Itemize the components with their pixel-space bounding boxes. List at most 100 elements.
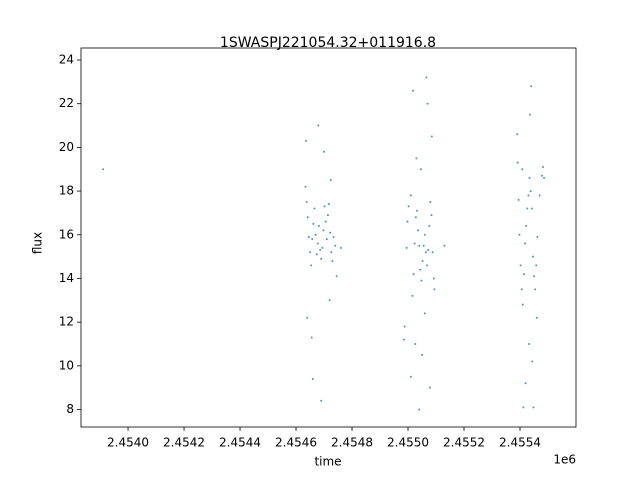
point (531, 255, 534, 258)
point (306, 316, 309, 319)
point (529, 113, 532, 116)
x-tick-label: 2.4542 (163, 436, 205, 450)
point (406, 220, 409, 223)
point (520, 288, 523, 291)
point (412, 89, 415, 92)
point (405, 246, 408, 249)
point (417, 229, 420, 232)
point (332, 235, 335, 238)
point (314, 233, 317, 236)
point (433, 288, 436, 291)
point (407, 205, 410, 208)
point (315, 253, 318, 256)
point (309, 251, 312, 254)
y-tick-label: 8 (66, 402, 74, 416)
x-axis-label: time (314, 455, 341, 469)
point (525, 225, 528, 228)
point (524, 242, 527, 245)
point (320, 257, 323, 260)
point (535, 264, 538, 267)
point (334, 244, 337, 247)
point (536, 235, 539, 238)
point (306, 216, 309, 219)
point (310, 264, 313, 267)
point (443, 244, 446, 247)
plot-frame (80, 47, 577, 428)
point (324, 220, 327, 223)
y-axis-label: flux (31, 232, 45, 254)
point (320, 399, 323, 402)
point (526, 207, 529, 210)
x-tick-label: 2.4540 (107, 436, 149, 450)
point (516, 161, 519, 164)
point (522, 406, 525, 409)
point (322, 229, 325, 232)
point (414, 216, 417, 219)
point (528, 176, 531, 179)
point (522, 273, 525, 276)
point (527, 342, 530, 345)
point (415, 157, 418, 160)
x-tick-label: 2.4546 (275, 436, 317, 450)
point (418, 408, 421, 411)
x-tick-label: 2.4544 (219, 436, 261, 450)
point (432, 277, 435, 280)
y-tick-label: 14 (59, 271, 74, 285)
point (530, 207, 533, 210)
point (317, 124, 320, 127)
point (329, 179, 332, 182)
point (425, 76, 428, 79)
y-tick-label: 12 (59, 315, 74, 329)
point (518, 233, 521, 236)
point (543, 176, 546, 179)
point (411, 294, 414, 297)
point (534, 288, 537, 291)
point (519, 264, 522, 267)
point (535, 316, 538, 319)
y-tick-label: 20 (59, 140, 74, 154)
point (524, 382, 527, 385)
point (402, 338, 405, 341)
point (319, 249, 322, 252)
point (305, 139, 308, 142)
chart-title: 1SWASPJ221054.32+011916.8 (220, 35, 436, 51)
point (323, 150, 326, 153)
point (409, 375, 412, 378)
point (429, 201, 432, 204)
point (531, 360, 534, 363)
point (415, 209, 418, 212)
point (418, 244, 421, 247)
y-tick-label: 24 (59, 53, 74, 67)
point (409, 194, 412, 197)
point (422, 244, 425, 247)
point (305, 201, 308, 204)
x-tick-label: 2.4548 (331, 436, 373, 450)
point (421, 353, 424, 356)
point (423, 312, 426, 315)
point (426, 102, 429, 105)
point (328, 299, 331, 302)
y-tick-label: 18 (59, 184, 74, 198)
point (527, 194, 530, 197)
y-tick-label: 22 (59, 96, 74, 110)
point (421, 259, 424, 262)
point (307, 235, 310, 238)
point (304, 185, 307, 188)
point (413, 242, 416, 245)
point (312, 222, 315, 225)
point (430, 214, 433, 217)
point (316, 242, 319, 245)
point (412, 273, 415, 276)
point (321, 246, 324, 249)
point (426, 264, 429, 267)
x-tick-label: 2.4552 (443, 436, 485, 450)
point (427, 249, 430, 252)
point (317, 225, 320, 228)
x-tick-label: 2.4554 (499, 436, 541, 450)
point (428, 386, 431, 389)
point (424, 251, 427, 254)
point (325, 238, 328, 241)
point (311, 238, 314, 241)
point (521, 303, 524, 306)
